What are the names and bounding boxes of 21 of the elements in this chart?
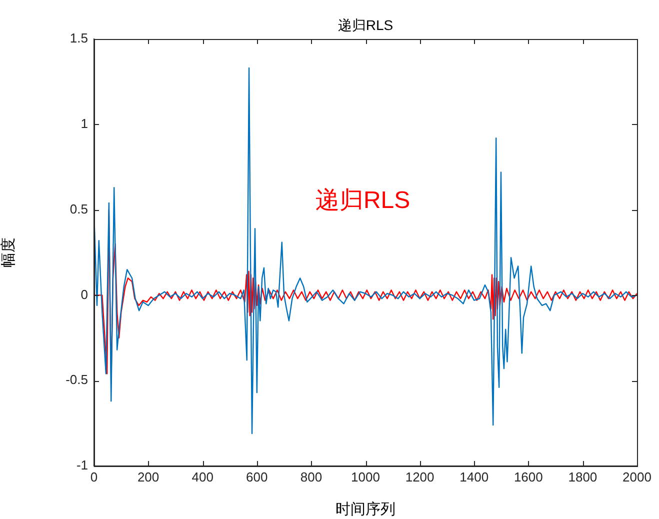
x-tick-label: 1400 [460,469,489,484]
y-tick-label: 1.5 [70,30,88,46]
x-axis-title: 时间序列 [336,501,396,518]
y-tick-label: 0.5 [70,201,88,216]
chart-title: 递归RLS [338,16,394,33]
x-tick-label: 1000 [351,469,380,484]
annotation: 递归RLS [315,186,410,214]
y-tick-label: -0.5 [66,372,88,388]
x-tick-label: 1800 [568,469,598,484]
y-axis-title: 幅度 [0,238,18,268]
x-tick-label: 2000 [622,469,652,484]
x-tick-label: 400 [192,469,214,484]
y-tick-label: 0 [80,286,88,302]
x-tick-label: 1600 [514,469,543,484]
x-tick-label: 1200 [405,469,434,484]
x-tick-label: 200 [137,469,160,484]
y-tick-label: 1 [80,116,88,131]
x-tick-label: 600 [246,469,268,484]
y-tick-label: -1 [76,458,88,473]
x-tick-label: 800 [300,469,322,484]
x-tick-label: 0 [90,469,98,484]
